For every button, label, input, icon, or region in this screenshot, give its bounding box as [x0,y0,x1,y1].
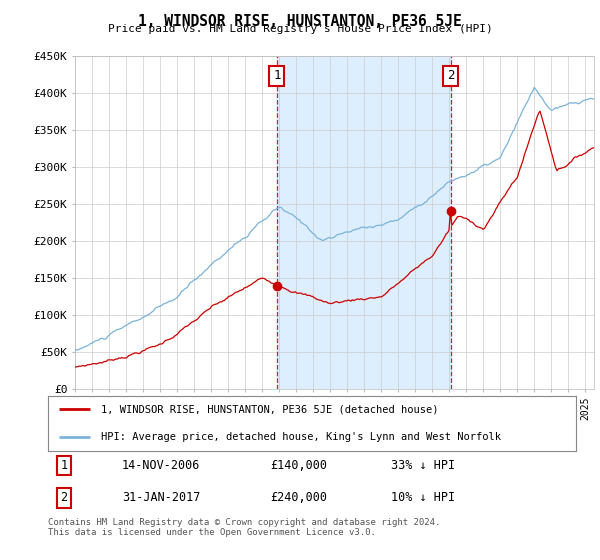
Text: Contains HM Land Registry data © Crown copyright and database right 2024.
This d: Contains HM Land Registry data © Crown c… [48,518,440,538]
Text: Price paid vs. HM Land Registry's House Price Index (HPI): Price paid vs. HM Land Registry's House … [107,24,493,34]
Text: 1: 1 [60,459,67,472]
Text: 2: 2 [60,491,67,504]
Text: 1, WINDSOR RISE, HUNSTANTON, PE36 5JE (detached house): 1, WINDSOR RISE, HUNSTANTON, PE36 5JE (d… [101,404,438,414]
Text: 10% ↓ HPI: 10% ↓ HPI [391,491,455,504]
Text: 2: 2 [447,69,454,82]
Text: £240,000: £240,000 [270,491,327,504]
Text: 31-JAN-2017: 31-JAN-2017 [122,491,200,504]
Text: 14-NOV-2006: 14-NOV-2006 [122,459,200,472]
Text: HPI: Average price, detached house, King's Lynn and West Norfolk: HPI: Average price, detached house, King… [101,432,501,441]
Text: 1: 1 [273,69,281,82]
Text: 33% ↓ HPI: 33% ↓ HPI [391,459,455,472]
Text: £140,000: £140,000 [270,459,327,472]
Text: 1, WINDSOR RISE, HUNSTANTON, PE36 5JE: 1, WINDSOR RISE, HUNSTANTON, PE36 5JE [138,14,462,29]
Bar [277,56,451,389]
